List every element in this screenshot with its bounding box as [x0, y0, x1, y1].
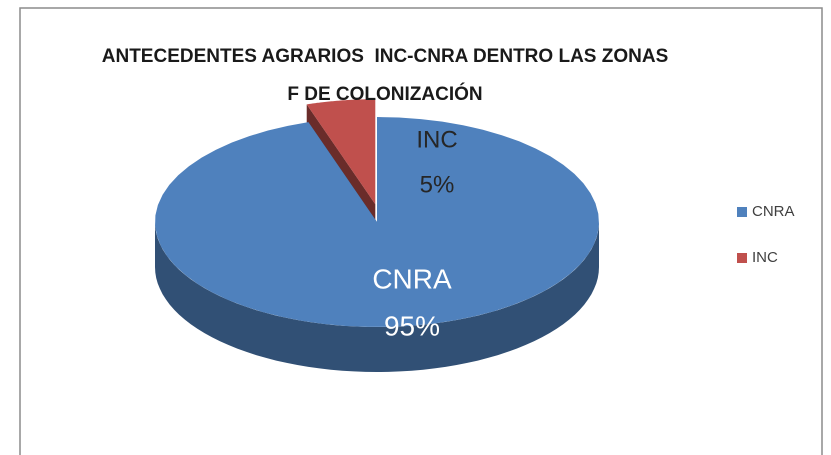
data-label-value: 95%: [384, 310, 440, 341]
data-label-value: 5%: [420, 171, 455, 198]
pie-slice: [306, 99, 376, 205]
data-label-category: CNRA: [372, 263, 452, 294]
legend-label: CNRA: [752, 203, 795, 220]
pie-slice-side: [155, 222, 599, 372]
pie-slice: [155, 117, 599, 327]
legend-swatch: [737, 207, 747, 217]
legend-swatch: [737, 253, 747, 263]
data-label-category: INC: [416, 126, 457, 153]
chart-title: ANTECEDENTES AGRARIOS INC-CNRA DENTRO LA…: [101, 46, 674, 105]
legend-label: INC: [752, 249, 778, 266]
chart-border: [19, 7, 823, 455]
